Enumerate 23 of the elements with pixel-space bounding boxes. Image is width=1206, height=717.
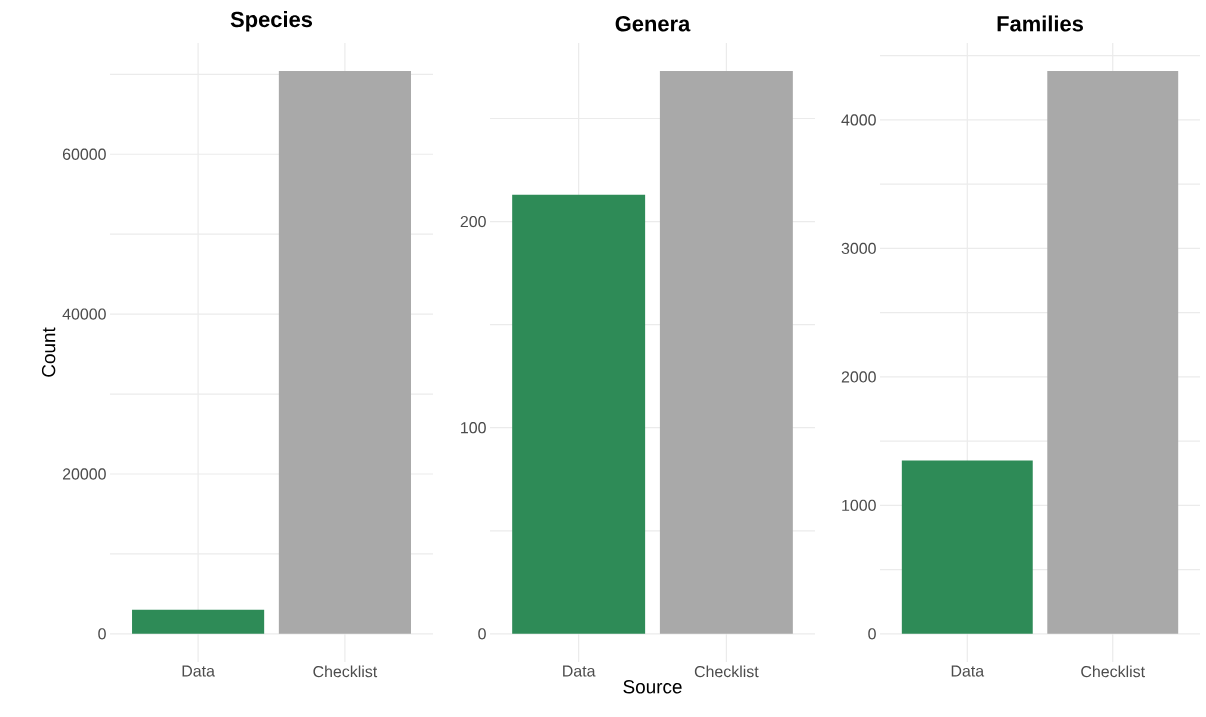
y-tick-label: 0 <box>98 628 106 640</box>
x-tick-label: Checklist <box>1081 665 1145 678</box>
x-tick-label: Checklist <box>313 665 378 678</box>
y-tick-label: 1000 <box>842 499 876 512</box>
y-tick-label: 4000 <box>841 114 876 126</box>
x-tick-label: Data <box>563 665 596 677</box>
y-tick-label: 40000 <box>62 308 106 320</box>
y-tick-label: 2000 <box>841 371 876 383</box>
y-tick-label: 100 <box>461 422 486 434</box>
x-axis-title: Source <box>623 680 682 694</box>
y-tick-label: 60000 <box>62 148 106 160</box>
y-tick-label: 3000 <box>841 242 876 255</box>
y-axis-title: Count <box>41 327 56 377</box>
x-tick-label: Data <box>182 665 215 677</box>
x-tick-label: Data <box>951 665 985 677</box>
y-tick-label: 0 <box>868 628 876 640</box>
chart-title: Genera <box>615 15 691 32</box>
y-tick-label: 0 <box>478 628 486 640</box>
x-tick-label: Checklist <box>694 665 759 678</box>
chart-title: Species <box>230 11 313 32</box>
y-tick-label: 20000 <box>62 468 106 480</box>
y-tick-label: 200 <box>460 215 486 228</box>
chart-title: Families <box>997 15 1083 32</box>
